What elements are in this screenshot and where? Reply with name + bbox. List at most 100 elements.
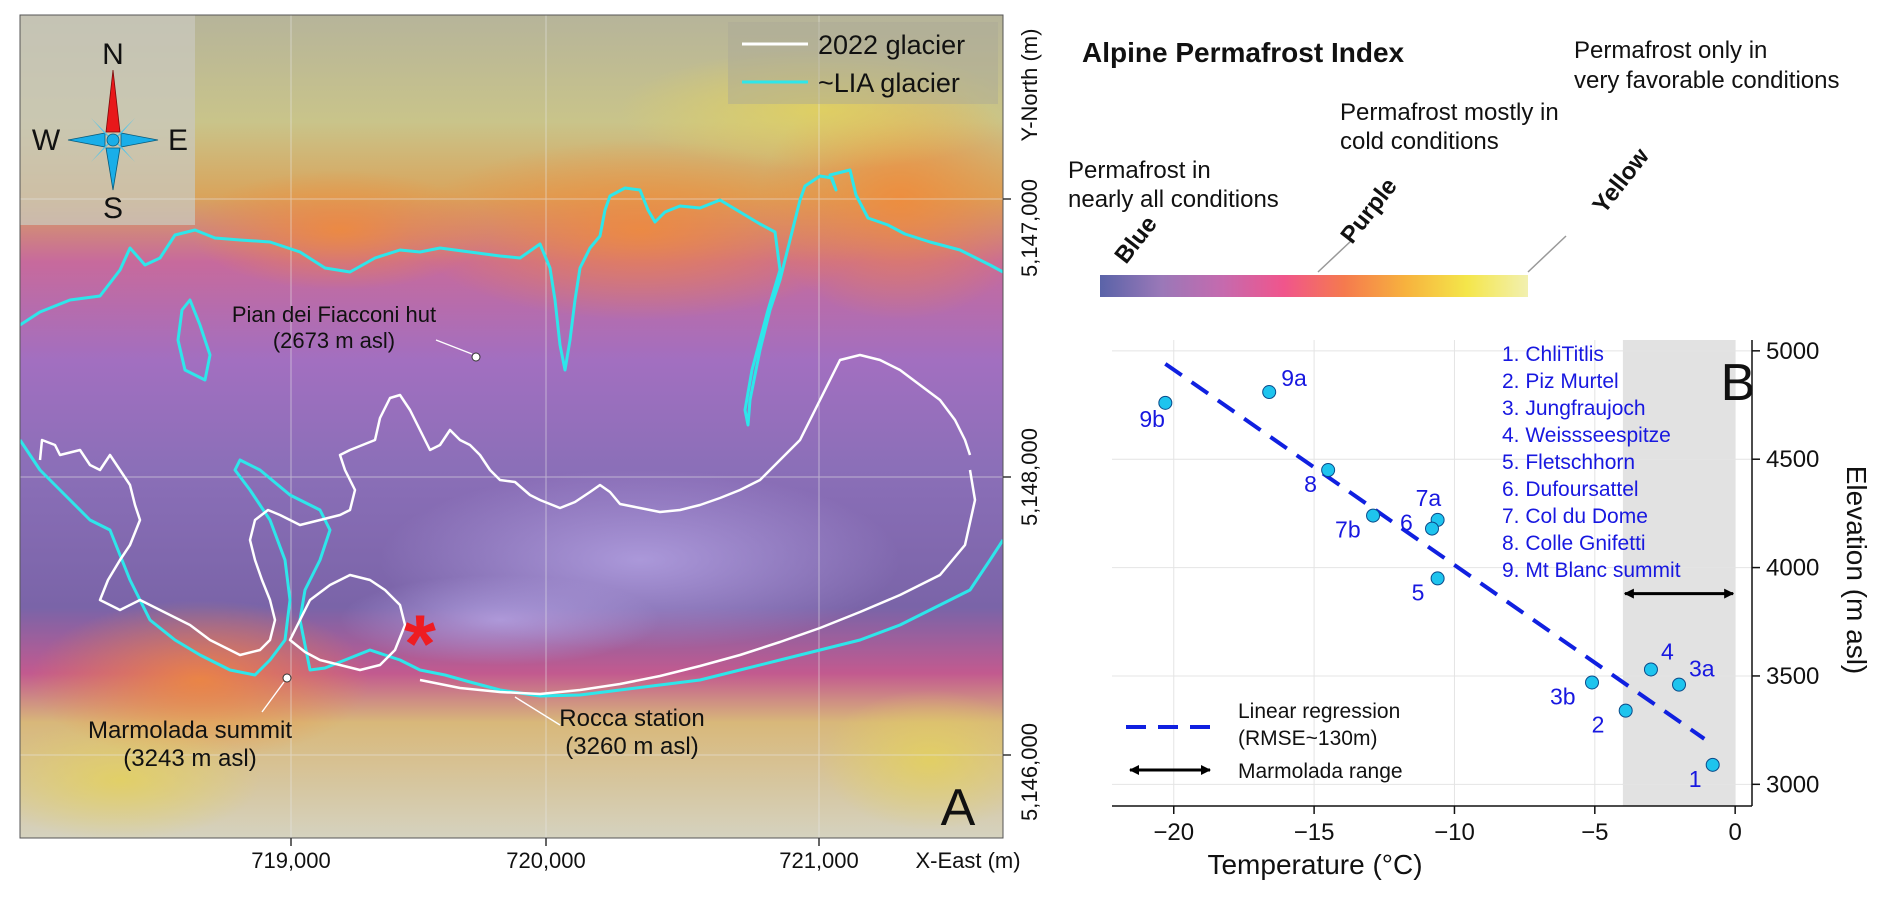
chart-gridlines [1112,340,1752,806]
y-tick-label: 3500 [1766,663,1819,690]
marmolada-range-shade [1622,340,1736,806]
map-y-axis: Y-North (m) 5,147,000 5,148,000 5,146,00… [1003,29,1042,821]
glacier-2022-outline [288,573,407,672]
compass-label-n: N [102,38,124,71]
data-point [1705,757,1720,772]
colorbar-label-blue: Blue [1109,211,1162,269]
x-tick-label: −5 [1581,819,1608,846]
panel-b-letter: B [1721,354,1756,412]
map-x-axis-label: X-East (m) [915,848,1020,873]
panel-a-map: * N S E W 2022 glacier ~LIA glacier Pian… [19,14,1042,873]
compass-east-needle [120,132,159,148]
data-point-label: 9a [1281,365,1307,391]
compass-south-needle [105,147,121,191]
red-star-marker: * [404,599,436,690]
hut-marker [471,352,481,362]
hut-elevation-label: (2673 m asl) [273,328,395,353]
map-warm-zone [410,140,870,320]
lia-glacier-outline [20,168,1003,427]
data-point-label: 8 [1304,471,1317,497]
compass-label-s: S [103,192,123,225]
site-list-item: 9. Mt Blanc summit [1502,559,1681,582]
site-list-item: 2. Piz Murtel [1502,370,1619,393]
data-point-label: 3b [1550,683,1576,709]
data-point-label: 7a [1416,485,1442,511]
chart-x-ticks: −20 −15 −10 −5 0 [1153,806,1742,846]
map-warm-zone [190,170,490,290]
summit-marker [282,673,292,683]
y-tick-label: 3000 [1766,771,1819,798]
colorbar-label-purple: Purple [1335,173,1402,248]
compass-diagonals [113,118,135,140]
data-point [1618,703,1633,718]
data-point-label: 5 [1412,579,1425,605]
chart-legend: Linear regression (RMSE~130m) Marmolada … [1126,700,1403,783]
site-list-item: 5. Fletschhorn [1502,451,1635,474]
colorbar-desc-yellow-line1: Permafrost only in [1574,37,1767,64]
glacier-2022-outline [38,353,972,657]
map-x-tick: 719,000 [251,848,331,873]
colorbar-label-yellow: Yellow [1587,143,1654,219]
lia-glacier-outline [20,439,1003,698]
map-gridlines [20,15,1003,838]
site-list-item: 6. Dufoursattel [1502,478,1639,501]
compass-diagonals [113,140,135,162]
data-point [1262,385,1277,400]
legend-label-regression: Linear regression [1238,700,1400,723]
colorbar-leader-purple [1317,239,1353,273]
colorbar-desc-yellow-line2: very favorable conditions [1574,67,1839,94]
rocca-name-label: Rocca station [559,705,704,732]
colorbar-ramp [1100,275,1528,297]
data-point-label: 9b [1139,406,1165,432]
site-list-item: 7. Col du Dome [1502,505,1648,528]
map-yellow-zone [620,50,1003,170]
summit-elevation-label: (3243 m asl) [123,745,256,772]
colorbar-desc-purple-line2: cold conditions [1340,128,1499,155]
y-tick-label: 4500 [1766,446,1819,473]
regression-line [1164,362,1706,741]
rocca-leader [514,696,561,726]
site-list-item: 4. Weissseespitze [1502,424,1671,447]
lia-glacier-outline [176,298,212,382]
map-x-axis: 719,000 720,000 721,000 X-East (m) [251,838,1021,873]
compass-center [106,133,120,147]
x-tick-label: −20 [1153,819,1194,846]
chart-y-ticks: 3000 3500 4000 4500 5000 [1752,338,1819,798]
site-list: 1. ChliTitlis 2. Piz Murtel 3. Jungfrauj… [1502,343,1681,582]
map-x-tick: 720,000 [506,848,586,873]
data-point [1321,463,1336,478]
data-point-label: 7b [1335,517,1361,543]
map-yellow-zone [20,720,260,838]
data-point-label: 3a [1689,656,1715,682]
compass-north-needle [105,69,121,133]
colorbar-desc-purple-line1: Permafrost mostly in [1340,99,1559,126]
rocca-elevation-label: (3260 m asl) [565,733,698,760]
data-point-label: 4 [1661,638,1674,664]
map-y-tick: 5,147,000 [1017,179,1042,277]
compass-label-w: W [32,124,61,157]
data-point [1158,395,1173,410]
map-frame [19,14,1004,839]
data-point [1585,675,1599,690]
compass-diagonals [91,118,113,140]
hut-leader [435,339,473,355]
data-point [1643,662,1658,677]
data-point [1430,571,1445,586]
panel-a-letter: A [941,779,976,837]
map-x-tick: 721,000 [779,848,859,873]
legend-label-lia-glacier: ~LIA glacier [818,68,960,98]
colorbar-desc-blue-line2: nearly all conditions [1068,186,1279,213]
x-tick-label: −10 [1434,819,1475,846]
legend-label-range: Marmolada range [1238,760,1403,783]
colorbar-desc-blue-line1: Permafrost in [1068,157,1211,184]
compass-west-needle [67,132,106,148]
glacier-2022-outline [419,469,977,696]
data-point [1672,677,1687,692]
summit-name-label: Marmolada summit [88,717,292,744]
site-list-item: 8. Colle Gnifetti [1502,532,1646,555]
map-y-tick: 5,148,000 [1017,428,1042,526]
y-tick-label: 4000 [1766,555,1819,582]
map-glacier-surface [340,575,660,665]
